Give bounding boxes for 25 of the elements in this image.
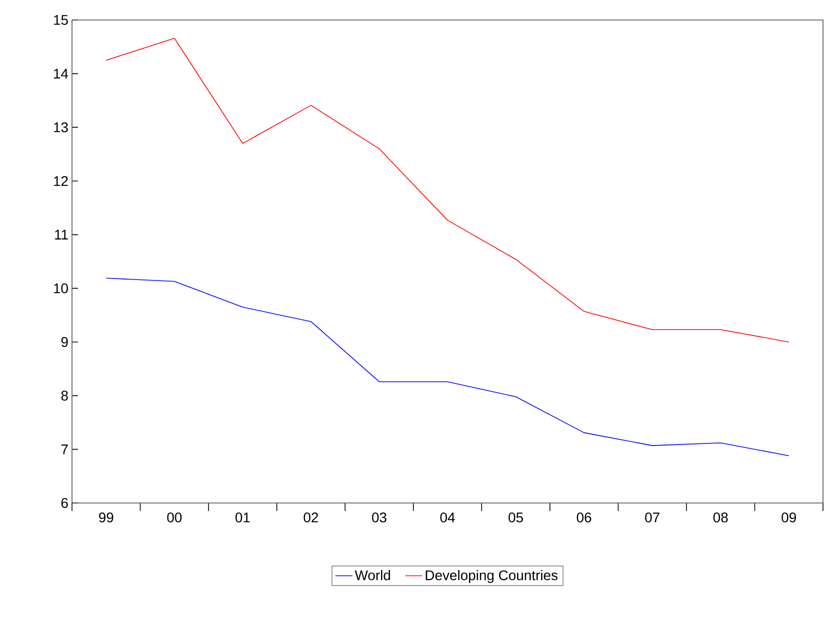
legend-label: World <box>354 570 390 580</box>
legend-label: Developing Countries <box>426 570 558 583</box>
x-tick-label: 06 <box>576 512 592 522</box>
x-tick-label: 00 <box>167 512 182 522</box>
x-tick-label: 08 <box>713 512 728 522</box>
y-tick-label: 6 <box>61 498 68 508</box>
x-tick-label: 02 <box>304 512 318 522</box>
x-tick-label: 09 <box>782 512 796 522</box>
y-tick-label: 15 <box>54 15 68 25</box>
y-tick-label: 14 <box>54 68 68 78</box>
y-tick-label: 13 <box>54 122 68 132</box>
y-tick-label: 8 <box>61 390 68 401</box>
y-tick-label: 12 <box>54 176 68 186</box>
x-tick-label: 99 <box>99 512 114 522</box>
x-tick-label: 05 <box>508 512 523 522</box>
x-tick-label: 03 <box>372 512 386 522</box>
y-tick-label: 7 <box>61 444 68 454</box>
x-tick-label: 04 <box>440 512 455 522</box>
y-tick-label: 11 <box>55 230 68 240</box>
line-series <box>106 38 790 342</box>
y-tick-label: 9 <box>61 337 68 347</box>
line-series <box>106 278 790 456</box>
y-tick-label: 10 <box>54 283 68 294</box>
x-tick-label: 01 <box>235 512 250 522</box>
x-tick-label: 07 <box>645 512 660 522</box>
